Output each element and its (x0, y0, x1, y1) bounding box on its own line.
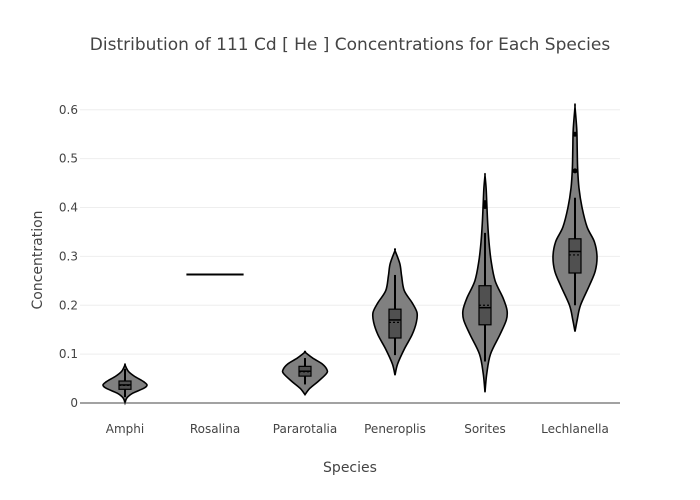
x-axis-title: Species (323, 460, 377, 476)
x-tick-label: Rosalina (190, 422, 240, 436)
violin-sorites[interactable] (461, 172, 509, 393)
chart-title: Distribution of 111 Cd [ He ] Concentrat… (90, 35, 611, 55)
x-tick-label: Amphi (106, 422, 144, 436)
violin-amphi[interactable] (102, 363, 148, 406)
y-tick-label: 0.1 (59, 347, 78, 361)
y-tick-label: 0 (70, 396, 78, 410)
outlier-point[interactable] (572, 131, 578, 137)
x-tick-label: Sorites (464, 422, 506, 436)
violin-peneroplis[interactable] (371, 248, 419, 376)
iqr-box (568, 238, 582, 274)
y-tick-label: 0.6 (59, 103, 78, 117)
y-tick-label: 0.5 (59, 152, 78, 166)
violins-layer (102, 103, 598, 406)
grid-layer (80, 109, 620, 355)
y-tick-label: 0.2 (59, 298, 78, 312)
outlier-point[interactable] (482, 204, 488, 210)
violin-lechlanella[interactable] (552, 103, 598, 332)
violin-pararotalia[interactable] (281, 350, 329, 397)
outlier-point[interactable] (572, 168, 578, 174)
outlier-point[interactable] (482, 200, 488, 206)
x-tick-label: Lechlanella (541, 422, 609, 436)
y-tick-label: 0.4 (59, 201, 78, 215)
axis-layer: 0 0.1 0.2 0.3 0.4 0.5 0.6 Amphi Rosalina Pararota… (59, 103, 620, 436)
y-axis-title: Concentration (30, 210, 46, 309)
y-tick-label: 0.3 (59, 249, 78, 263)
x-tick-label: Peneroplis (364, 422, 426, 436)
x-tick-label: Pararotalia (273, 422, 337, 436)
iqr-box (388, 308, 402, 339)
